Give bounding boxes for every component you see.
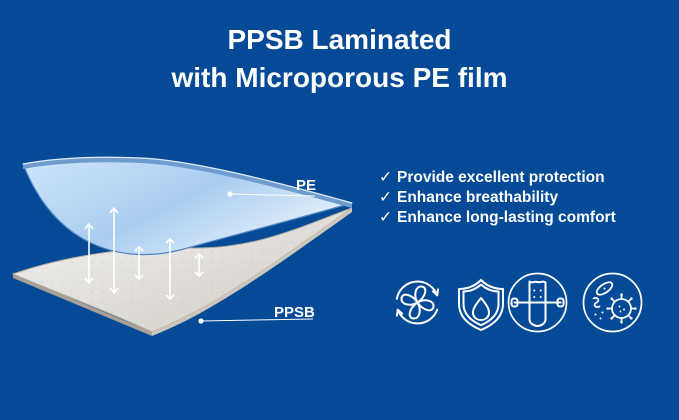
svg-text:PPSB: PPSB xyxy=(274,304,315,321)
svg-text:PE: PE xyxy=(296,177,316,194)
